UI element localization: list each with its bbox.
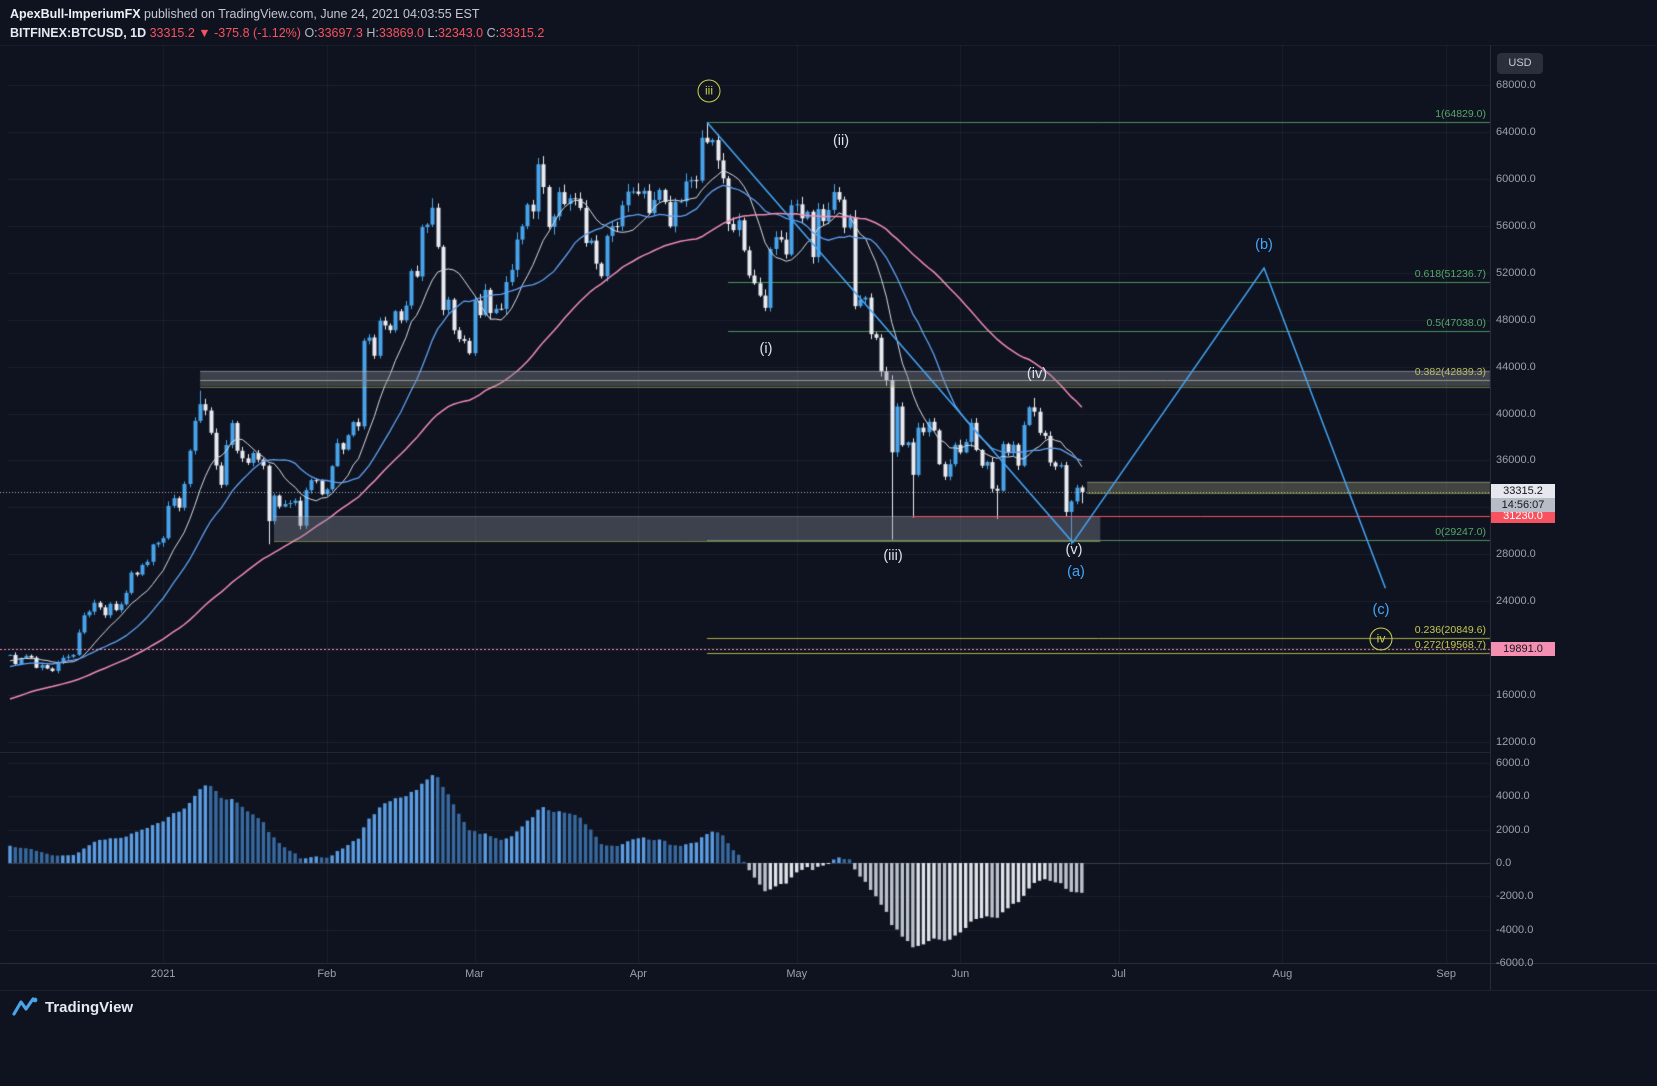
fib-level-label: 0.382(42839.3)	[1414, 366, 1486, 379]
wave-label: (a)	[1067, 564, 1085, 580]
ohlc-value: 32343.0	[437, 26, 487, 40]
time-axis-label[interactable]: Sep	[1436, 968, 1456, 980]
time-axis-label[interactable]: Apr	[629, 968, 647, 980]
tradingview-logo[interactable]: TradingView	[12, 997, 133, 1017]
published-text: published on TradingView.com, June 24, 2…	[140, 7, 480, 21]
indicator-axis-label: 0.0	[1496, 857, 1512, 869]
price-axis-label: 28000.0	[1496, 548, 1536, 561]
last-price-badge: 33315.2 14:56:07	[1491, 483, 1555, 512]
tradingview-logo-text: TradingView	[45, 998, 134, 1016]
price-axis-label: 68000.0	[1496, 79, 1536, 91]
ohlc-key: C:	[486, 26, 500, 40]
time-axis-label[interactable]: Mar	[465, 968, 485, 980]
price-axis-label: 44000.0	[1496, 360, 1536, 373]
time-axis-label[interactable]: Jul	[1111, 968, 1126, 980]
price-axis-label: 12000.0	[1496, 736, 1536, 748]
footer-divider	[0, 990, 1657, 991]
indicator-axis-label: 6000.0	[1496, 757, 1530, 769]
ohlc-key: L:	[427, 26, 438, 40]
price-change: 33315.2 ▼ -375.8 (-1.12%)	[149, 26, 301, 40]
author-name[interactable]: ApexBull-ImperiumFX	[10, 7, 141, 21]
fib-level-label: 1(64829.0)	[1435, 108, 1486, 121]
time-axis-border[interactable]	[0, 963, 1657, 964]
price-axis-label: 48000.0	[1496, 313, 1536, 326]
ohlc-key: O:	[304, 26, 318, 40]
ohlc-value: 33869.0	[378, 26, 428, 40]
ohlc-value: 33697.3	[317, 26, 367, 40]
wave-label: iii	[697, 79, 721, 103]
time-axis-label[interactable]: May	[786, 968, 808, 980]
pink-level-badge: 19891.0	[1491, 642, 1555, 657]
wave-label: (iii)	[883, 548, 903, 564]
price-axis-label: 40000.0	[1496, 407, 1536, 420]
wave-label: (v)	[1065, 542, 1083, 558]
price-axis-border[interactable]	[1490, 45, 1491, 990]
price-axis-label: 64000.0	[1496, 125, 1536, 138]
indicator-axis-label: -4000.0	[1496, 923, 1534, 936]
wave-label: iv	[1369, 627, 1393, 651]
price-axis-label: 60000.0	[1496, 172, 1536, 185]
indicator-axis-label: -6000.0	[1496, 957, 1534, 969]
ohlc-values: O:33697.3 H:33869.0 L:32343.0 C:33315.2	[304, 26, 547, 40]
ohlc-key: H:	[366, 26, 379, 40]
fib-level-label: 0.5(47038.0)	[1426, 316, 1486, 329]
price-axis-label: 36000.0	[1496, 454, 1536, 467]
time-axis-label[interactable]: Jun	[951, 968, 970, 980]
time-axis-label[interactable]: Feb	[317, 968, 337, 980]
fib-level-label: 0.618(51236.7)	[1414, 267, 1486, 280]
ohlc-value: 33315.2	[499, 26, 548, 40]
indicator-axis-label: -2000.0	[1496, 890, 1534, 903]
publish-info-line: ApexBull-ImperiumFX published on Trading…	[10, 4, 548, 24]
fib-level-label: 0(29247.0)	[1435, 525, 1486, 538]
wave-label: (ii)	[832, 133, 850, 149]
fib-level-label: 0.236(20849.6)	[1414, 624, 1486, 637]
countdown-timer: 14:56:07	[1491, 497, 1555, 512]
indicator-axis-label: 2000.0	[1496, 823, 1530, 836]
wave-label: (iv)	[1026, 366, 1048, 382]
indicator-axis-label: 4000.0	[1496, 790, 1530, 803]
currency-toggle-button[interactable]: USD	[1497, 53, 1543, 74]
time-axis-label[interactable]: Aug	[1272, 968, 1293, 980]
wave-label: (i)	[759, 341, 773, 357]
wave-label: (b)	[1255, 237, 1273, 253]
alert-price-badge: 31230.0	[1491, 509, 1555, 524]
symbol-title[interactable]: BITFINEX:BTCUSD, 1D	[10, 26, 147, 40]
header: ApexBull-ImperiumFX published on Trading…	[10, 4, 548, 42]
price-axis-label: 24000.0	[1496, 595, 1536, 608]
price-axis-label: 52000.0	[1496, 266, 1536, 279]
price-axis-label: 56000.0	[1496, 219, 1536, 232]
header-divider	[0, 45, 1657, 46]
pane-divider[interactable]	[0, 752, 1490, 753]
last-price-value: 33315.2	[1491, 483, 1555, 498]
time-axis-label[interactable]: 2021	[150, 968, 176, 980]
symbol-info-line: BITFINEX:BTCUSD, 1D 33315.2 ▼ -375.8 (-1…	[10, 24, 548, 42]
tradingview-logo-icon	[12, 997, 38, 1016]
wave-label: (c)	[1372, 602, 1390, 618]
fib-level-label: 0.272(19568.7)	[1414, 639, 1486, 652]
price-axis-label: 16000.0	[1496, 689, 1536, 702]
